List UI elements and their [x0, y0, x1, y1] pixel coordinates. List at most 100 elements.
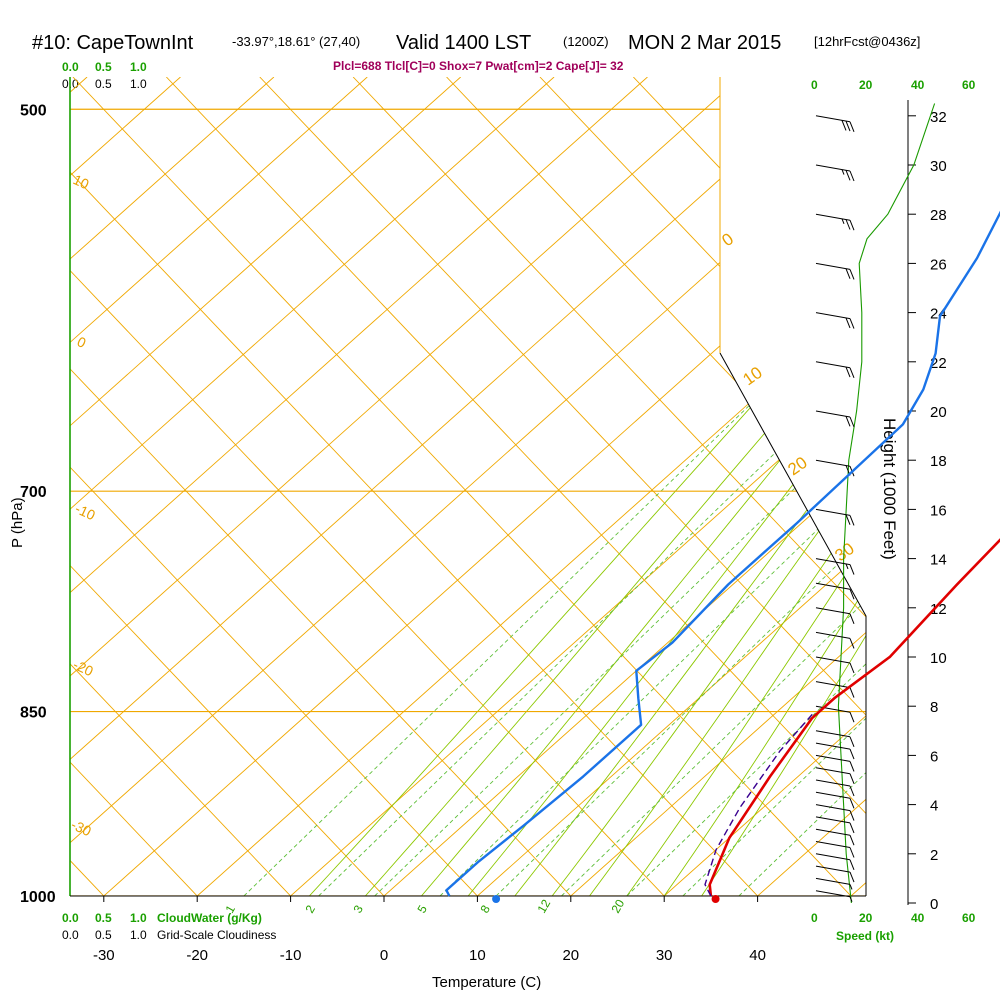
- wind-barb-feather: [849, 170, 855, 182]
- isotherm-line: [70, 77, 461, 896]
- wind-barb: [815, 877, 851, 885]
- wind-barb: [815, 656, 851, 664]
- mixing-ratio-label: 8: [477, 902, 493, 915]
- wind-barb: [815, 791, 851, 799]
- isotherm-label: -30: [69, 816, 94, 839]
- background-grid: [0, 77, 866, 896]
- isotherm-line: [290, 77, 866, 896]
- title-utc: (1200Z): [563, 34, 609, 49]
- x-tick-label: -30: [93, 947, 115, 964]
- wind-barb: [815, 459, 851, 467]
- isotherm-line: [70, 77, 835, 896]
- isotherm-label: -20: [71, 656, 96, 679]
- height-tick-label: 20: [930, 404, 947, 421]
- wind-barb-feather: [849, 220, 855, 231]
- isotherm-line: [103, 77, 866, 896]
- cloud-scale-top: 0.0 0.5 1.0 0.0 0.5 1.0: [62, 60, 147, 91]
- moist-adiabat-line: [514, 77, 866, 896]
- wind-barb-feather: [849, 687, 855, 698]
- isotherm-line: [70, 77, 648, 896]
- height-tick-label: 0: [930, 896, 938, 913]
- wind-barb-feather: [849, 318, 855, 329]
- height-axis-label: Height (1000 Feet): [880, 418, 899, 560]
- speed-bot-20: 20: [859, 911, 873, 925]
- mixing-ratio-line: [243, 77, 866, 896]
- speed-top-20: 20: [859, 78, 873, 92]
- moist-adiabat-line: [663, 77, 866, 896]
- mixing-ratio-line: [439, 77, 866, 896]
- title-valid: Valid 1400 LST: [396, 32, 531, 54]
- dry-adiabat-line: [166, 77, 866, 896]
- speed-label: Speed (kt): [836, 929, 894, 943]
- wind-barb-feather: [849, 773, 855, 784]
- speed-top-0: 0: [811, 78, 818, 92]
- cloudiness-label: Grid-Scale Cloudiness: [157, 928, 276, 942]
- dry-adiabat-line: [0, 77, 10, 896]
- title-station: #10: CapeTownInt: [32, 32, 194, 54]
- wind-barb-feather: [845, 170, 851, 181]
- cloud-bot-black-2: 1.0: [130, 928, 147, 942]
- mixing-ratio-label: 3: [350, 902, 366, 915]
- title-forecast: [12hrFcst@0436z]: [814, 34, 920, 49]
- moist-adiabat-line: [364, 77, 866, 896]
- isotherm-line: [477, 77, 866, 896]
- wind-barb-feather: [849, 835, 855, 846]
- height-tick-label: 16: [930, 502, 947, 519]
- mixing-ratio-label: 2: [302, 902, 318, 915]
- x-tick-label: 40: [749, 947, 766, 964]
- wind-barb-feather: [849, 712, 855, 723]
- wind-barb-feather: [849, 416, 855, 428]
- cloud-scale-bottom: 0.0 0.5 1.0 CloudWater (g/Kg) 0.0 0.5 1.…: [62, 911, 276, 942]
- mixing-ratio-label: 12: [534, 897, 553, 916]
- dry-adiabat-line: [539, 77, 866, 896]
- x-tick-label: -10: [280, 947, 302, 964]
- moist-adiabat-line: [551, 77, 866, 896]
- cloud-bot-black-1: 0.5: [95, 928, 112, 942]
- mixing-ratio-line: [561, 77, 866, 896]
- title-date: MON 2 Mar 2015: [628, 32, 781, 54]
- isotherm-line: [70, 77, 866, 896]
- wind-barb-feather: [849, 613, 855, 624]
- height-tick-label: 10: [930, 650, 947, 667]
- speed-scale-top: 0 20 40 60: [811, 78, 976, 92]
- moist-adiabat-line: [626, 77, 866, 896]
- isotherm-line: [196, 77, 866, 896]
- cloud-top-green-1: 0.5: [95, 60, 112, 74]
- surface-dewpoint-dot: [492, 895, 501, 903]
- mixing-ratio-label: 5: [414, 902, 430, 915]
- wind-barb: [815, 410, 851, 418]
- wind-barb-feather: [849, 589, 855, 600]
- height-tick-label: 2: [930, 847, 938, 864]
- x-tick-label: 30: [656, 947, 673, 964]
- moist-adiabat-line: [467, 77, 866, 896]
- height-tick-label: 4: [930, 798, 938, 815]
- wind-barb-feather: [845, 317, 851, 329]
- right-frame-slant: [719, 352, 867, 896]
- mixing-ratio-line: [495, 77, 866, 896]
- wind-barb: [815, 742, 851, 750]
- title-coords: -33.97°,18.61° (27,40): [232, 34, 360, 49]
- wind-barb-feather: [849, 847, 855, 858]
- wind-barb: [815, 361, 851, 369]
- height-tick-label: 14: [930, 552, 947, 569]
- wind-barb: [815, 779, 851, 787]
- wind-barb-feather: [849, 822, 855, 834]
- isotherm-line: [70, 77, 555, 896]
- wind-barb: [815, 681, 851, 689]
- wind-barb-feather: [849, 515, 855, 526]
- wind-barb: [815, 890, 851, 898]
- wind-barb-half-feather: [841, 218, 845, 224]
- isotherm-line: [70, 77, 742, 896]
- wind-barb: [815, 312, 851, 320]
- temperature-line: [708, 538, 1000, 897]
- wind-barb: [815, 853, 851, 861]
- wind-barb-feather: [841, 120, 847, 131]
- wind-barb: [815, 841, 851, 848]
- wind-barb: [815, 607, 851, 615]
- wind-barb: [815, 164, 851, 172]
- x-tick-label: 20: [562, 947, 579, 964]
- wind-barb: [815, 508, 851, 516]
- pressure-tick-label: 850: [20, 705, 47, 722]
- height-tick-label: 18: [930, 453, 947, 470]
- wind-barb-feather: [845, 514, 851, 525]
